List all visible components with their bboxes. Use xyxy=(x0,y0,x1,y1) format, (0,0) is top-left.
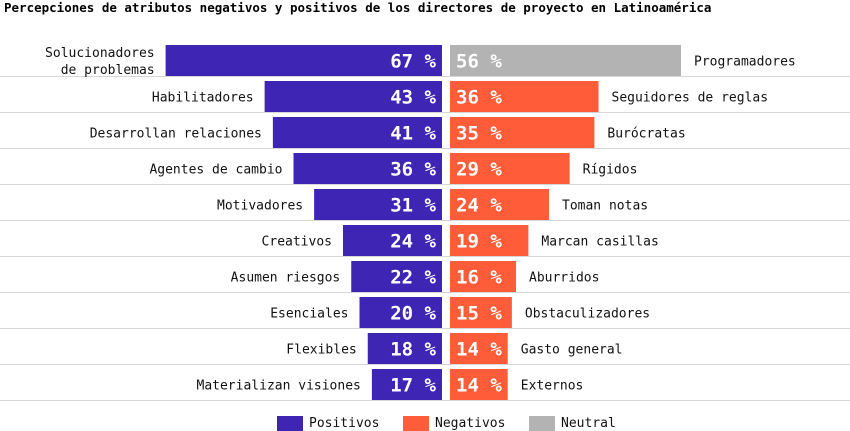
bar-positive-value: 41 % xyxy=(390,123,436,145)
bar-positive-value: 18 % xyxy=(390,339,436,361)
bar-row: 36 % Agentes de cambio 29 % Rígidos xyxy=(0,153,850,185)
bar-positive-label: Desarrollan relaciones xyxy=(90,127,262,142)
legend-item: Negativos xyxy=(403,416,505,431)
bar-positive-value: 31 % xyxy=(390,195,436,217)
bar-negative-value: 14 % xyxy=(456,339,502,361)
bar-neutral-value: 56 % xyxy=(456,51,502,73)
label-line: Flexibles xyxy=(286,343,356,358)
label-line: de problemas xyxy=(61,63,155,78)
bar-positive xyxy=(359,297,442,328)
bar-row: 17 % Materializan visiones 14 % Externos xyxy=(0,369,850,401)
bar-negative xyxy=(450,297,512,328)
bar-negative-label: Seguidores de reglas xyxy=(612,91,769,106)
bar-negative-value: 24 % xyxy=(456,195,502,217)
bar-neutral xyxy=(450,45,681,76)
label-line: Agentes de cambio xyxy=(149,163,282,178)
bar-positive xyxy=(272,117,442,148)
bar-negative xyxy=(450,333,508,364)
legend-swatch xyxy=(529,416,555,431)
chart-rows: 67 % Solucionadores de problemas 56 % Progra… xyxy=(0,45,850,401)
label-line: Esenciales xyxy=(270,307,348,322)
bar-positive-label: Solucionadores de problemas xyxy=(45,46,155,78)
bar-negative xyxy=(450,261,516,292)
bar-positive-value: 24 % xyxy=(390,231,436,253)
bar-negative-value: 35 % xyxy=(456,123,502,145)
bar-positive-label: Agentes de cambio xyxy=(149,163,282,178)
label-line: Creativos xyxy=(262,235,332,250)
label-line: Solucionadores xyxy=(45,46,155,61)
legend-swatch xyxy=(403,416,429,431)
bar-row: 67 % Solucionadores de problemas 56 % Progra… xyxy=(0,45,850,78)
chart-legend: Positivos Negativos Neutral xyxy=(277,416,616,431)
bar-row: 22 % Asumen riesgos 16 % Aburridos xyxy=(0,261,850,293)
bar-positive-label: Creativos xyxy=(262,235,332,250)
bar-negative-value: 19 % xyxy=(456,231,502,253)
legend-label: Neutral xyxy=(561,416,616,431)
bar-row: 20 % Esenciales 15 % Obstaculizadores xyxy=(0,297,850,329)
bar-positive xyxy=(264,81,442,112)
bar-row: 18 % Flexibles 14 % Gasto general xyxy=(0,333,850,365)
legend-label: Negativos xyxy=(435,416,505,431)
bar-positive xyxy=(165,45,442,76)
label-line: Materializan visiones xyxy=(197,379,361,394)
bar-negative-label: Rígidos xyxy=(583,163,638,178)
bar-negative xyxy=(450,117,595,148)
bar-positive-label: Flexibles xyxy=(286,343,356,358)
bar-negative xyxy=(450,225,529,256)
legend-label: Positivos xyxy=(309,416,379,431)
bar-negative-label: Externos xyxy=(521,379,584,394)
bar-negative-label: Toman notas xyxy=(562,199,648,214)
label-line: Motivadores xyxy=(217,199,303,214)
bar-positive xyxy=(314,189,442,220)
chart-title: Percepciones de atributos negativos y po… xyxy=(4,0,711,15)
bar-row: 31 % Motivadores 24 % Toman notas xyxy=(0,189,850,221)
bar-negative-value: 16 % xyxy=(456,267,502,289)
bar-positive-value: 43 % xyxy=(390,87,436,109)
bar-row: 41 % Desarrollan relaciones 35 % Burócratas xyxy=(0,117,850,149)
bar-negative xyxy=(450,81,599,112)
bar-negative-value: 15 % xyxy=(456,303,502,325)
bar-positive-label: Esenciales xyxy=(270,307,348,322)
bar-neutral-label: Programadores xyxy=(694,55,796,70)
bar-positive-label: Asumen riesgos xyxy=(231,271,341,286)
bar-positive-label: Motivadores xyxy=(217,199,303,214)
bar-positive xyxy=(343,225,442,256)
legend-item: Neutral xyxy=(529,416,616,431)
bar-positive xyxy=(371,369,442,400)
bar-positive-value: 22 % xyxy=(390,267,436,289)
bar-positive-label: Habilitadores xyxy=(152,91,254,106)
bar-negative-label: Aburridos xyxy=(529,271,599,286)
bar-negative-value: 14 % xyxy=(456,375,502,397)
bar-negative-label: Gasto general xyxy=(521,343,623,358)
bar-negative-value: 29 % xyxy=(456,159,502,181)
label-line: Desarrollan relaciones xyxy=(90,127,262,142)
bar-negative-value: 36 % xyxy=(456,87,502,109)
bar-positive xyxy=(367,333,442,364)
bar-positive-label: Materializan visiones xyxy=(197,379,361,394)
bar-negative xyxy=(450,189,549,220)
bar-negative-label: Marcan casillas xyxy=(541,235,658,250)
bar-positive-value: 20 % xyxy=(390,303,436,325)
bar-positive xyxy=(351,261,442,292)
label-line: Habilitadores xyxy=(152,91,254,106)
bar-positive xyxy=(293,153,442,184)
label-line: Asumen riesgos xyxy=(231,271,341,286)
bar-positive-value: 67 % xyxy=(390,51,436,73)
bar-negative-label: Obstaculizadores xyxy=(525,307,650,322)
bar-row: 43 % Habilitadores 36 % Seguidores de regla… xyxy=(0,81,850,113)
legend-item: Positivos xyxy=(277,416,379,431)
bar-positive-value: 17 % xyxy=(390,375,436,397)
bar-row: 24 % Creativos 19 % Marcan casillas xyxy=(0,225,850,257)
bar-negative xyxy=(450,153,570,184)
bar-negative xyxy=(450,369,508,400)
bar-negative-label: Burócratas xyxy=(607,127,685,142)
bar-positive-value: 36 % xyxy=(390,159,436,181)
legend-swatch xyxy=(277,416,303,431)
